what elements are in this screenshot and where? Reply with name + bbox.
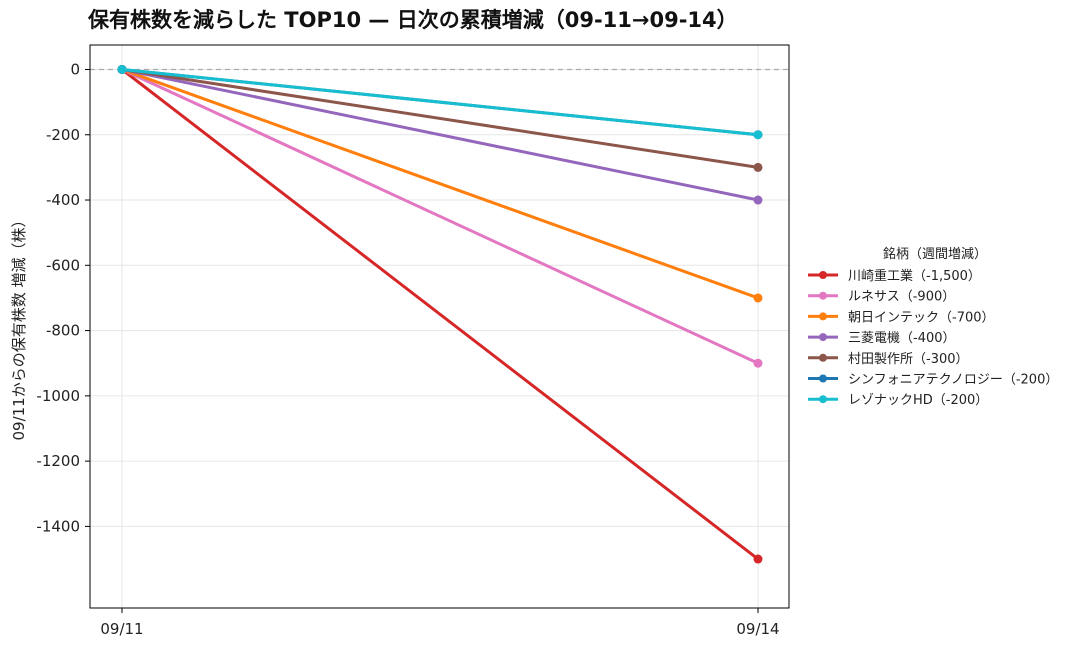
data-point: [753, 130, 763, 140]
legend-label: シンフォニアテクノロジー（-200）: [848, 373, 1058, 388]
data-point: [117, 64, 127, 74]
legend-swatch-marker: [819, 271, 827, 279]
series-line: [120, 67, 760, 202]
series-group: [117, 64, 763, 303]
y-axis-label: 09/11からの保有株数 増減（株）: [10, 213, 28, 441]
legend-item: 朝日インテック（-700）: [808, 310, 995, 325]
series-group: [117, 64, 763, 564]
y-tick-label: -200: [46, 126, 80, 144]
legend-swatch-marker: [819, 395, 827, 404]
y-axis-ticks: 0 -200 -400 -600 -800 -1000 -1200 -1400: [36, 60, 90, 535]
legend-label: 三菱電機（-400）: [848, 331, 956, 346]
y-tick-label: -1400: [36, 517, 80, 535]
legend-label: 村田製作所（-300）: [848, 352, 969, 367]
series-line: [120, 67, 760, 300]
series-line: [120, 67, 760, 365]
y-tick-label: -800: [46, 322, 80, 340]
legend-label: ルネサス（-900）: [848, 290, 955, 305]
data-point: [753, 195, 763, 205]
data-point: [753, 554, 763, 564]
series-group: [117, 64, 763, 172]
series-group: [117, 64, 763, 140]
y-tick-label: -600: [46, 256, 80, 274]
legend-item: シンフォニアテクノロジー（-200）: [808, 373, 1058, 388]
chart-title: 保有株数を減らした TOP10 — 日次の累積増減（09-11→09-14）: [87, 8, 738, 32]
series-line: [120, 67, 760, 137]
data-point: [753, 293, 763, 303]
legend-label: 朝日インテック（-700）: [848, 310, 995, 325]
y-tick-label: -1200: [36, 452, 80, 470]
data-point: [753, 162, 763, 172]
series-line: [120, 67, 760, 561]
legend-label: 川崎重工業（-1,500）: [848, 268, 981, 284]
series-group: [117, 64, 763, 368]
legend-swatch-marker: [819, 333, 827, 342]
data-point: [753, 358, 763, 368]
legend-item: レゾナックHD（-200）: [808, 393, 988, 408]
y-tick-label: -1000: [36, 387, 80, 405]
series-lines: [117, 64, 763, 564]
legend-label: レゾナックHD（-200）: [848, 393, 988, 408]
series-line: [120, 67, 760, 169]
legend-swatch-marker: [819, 353, 827, 362]
x-axis-ticks: 09/11 09/14: [100, 608, 780, 638]
grid: [90, 45, 789, 608]
plot-frame: [89, 44, 790, 609]
x-tick-label: 09/11: [100, 620, 143, 638]
legend-title: 銘柄（週間増減）: [883, 246, 987, 262]
legend-item: 三菱電機（-400）: [808, 331, 956, 346]
legend-item: ルネサス（-900）: [808, 290, 955, 305]
legend-swatch-marker: [819, 374, 827, 383]
legend-item: 川崎重工業（-1,500）: [808, 268, 981, 284]
y-tick-label: -400: [46, 191, 80, 209]
legend-swatch-marker: [819, 312, 827, 321]
x-tick-label: 09/14: [736, 620, 779, 638]
legend-item: 村田製作所（-300）: [808, 352, 969, 367]
y-tick-label: 0: [70, 60, 80, 78]
legend: 銘柄（週間増減） 川崎重工業（-1,500） ルネサス（-900） 朝日インテック（…: [808, 246, 1058, 408]
legend-swatch-marker: [819, 291, 827, 300]
